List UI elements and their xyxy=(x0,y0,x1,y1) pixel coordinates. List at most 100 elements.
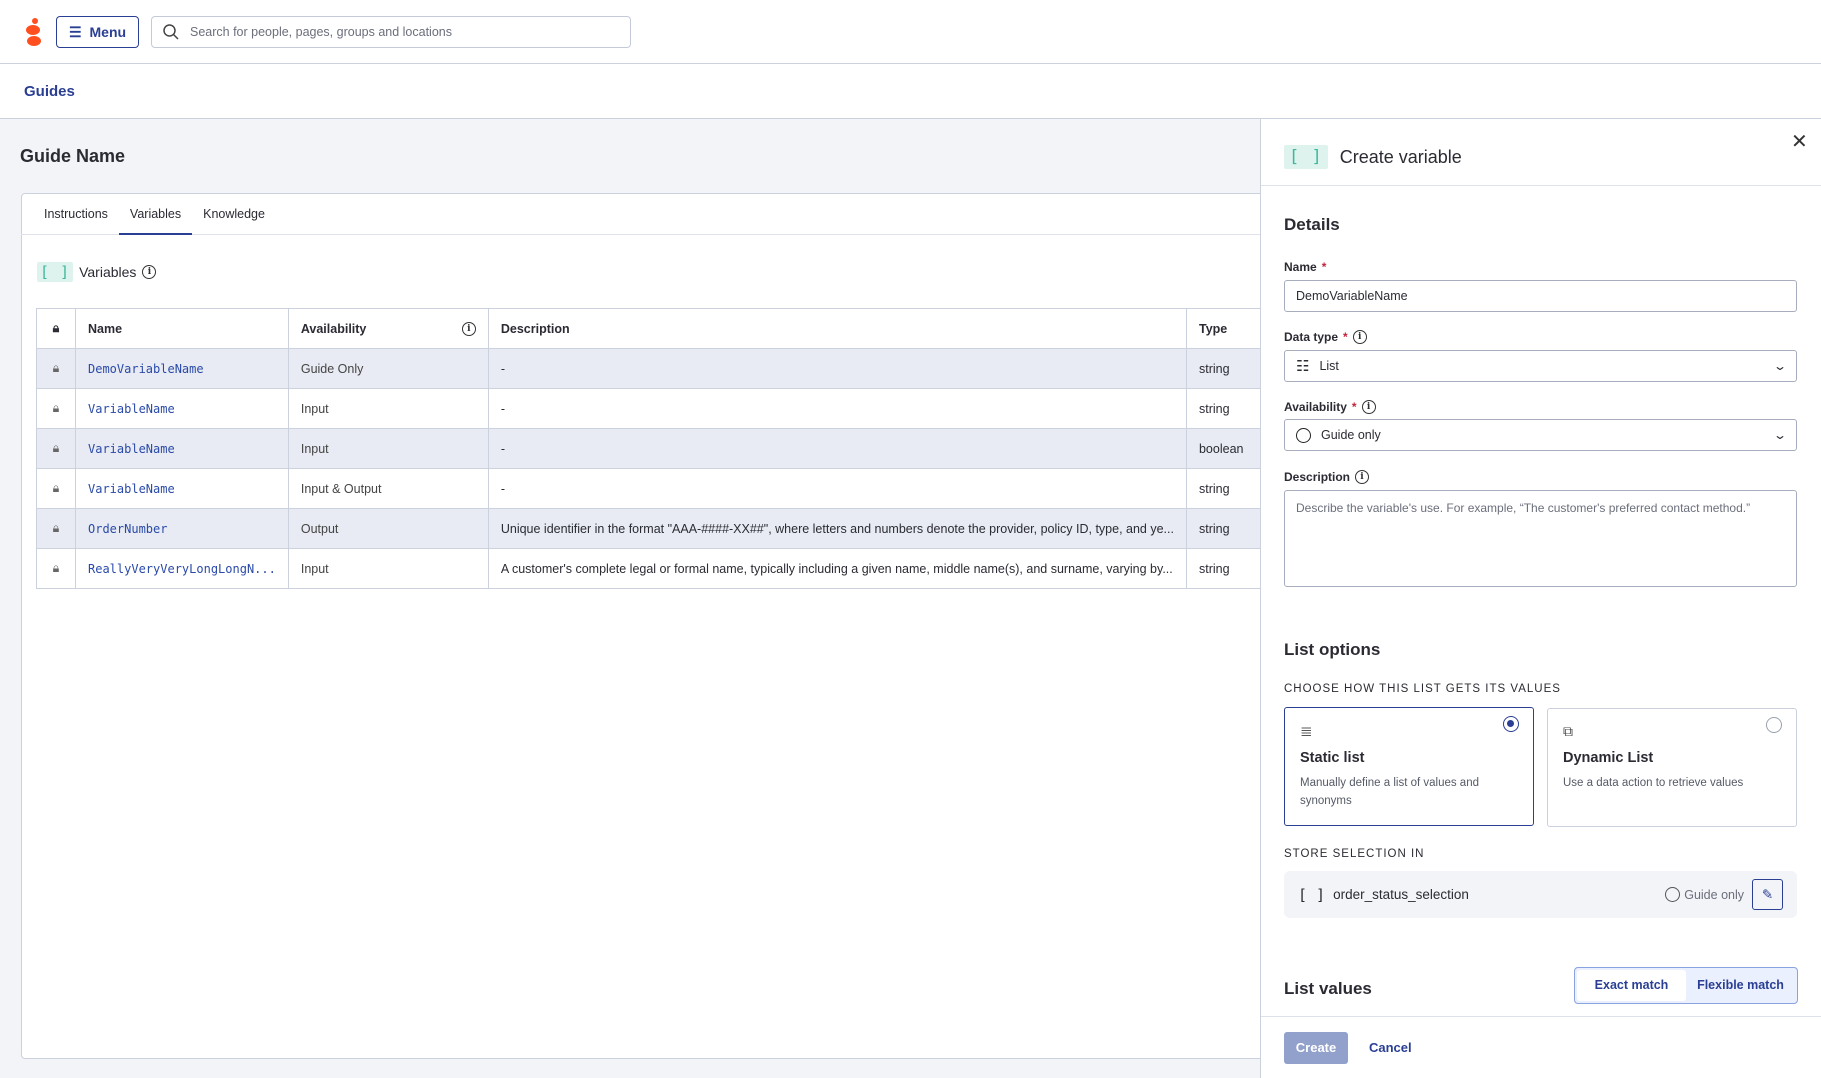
variable-name-link[interactable]: OrderNumber xyxy=(75,508,289,549)
description-cell: Unique identifier in the format "AAA-###… xyxy=(487,508,1187,549)
variables-heading: [ ] Variables i xyxy=(37,262,157,282)
description-label: Description i xyxy=(1284,470,1370,484)
create-variable-panel: [ ] Create variable ✕ Details Name * DemoV… xyxy=(1260,119,1821,1078)
lock-cell[interactable]: 🔒︎ xyxy=(36,348,76,389)
info-icon[interactable]: i xyxy=(1355,470,1370,484)
lock-icon: 🔒︎ xyxy=(52,521,60,535)
lock-cell[interactable]: 🔒︎ xyxy=(36,468,76,509)
description-cell: - xyxy=(487,348,1187,389)
panel-footer: Create Cancel xyxy=(1261,1016,1821,1078)
store-availability: Guide only xyxy=(1665,887,1744,902)
description-textarea[interactable]: Describe the variable's use. For example… xyxy=(1284,490,1797,587)
store-selection-label: STORE SELECTION IN xyxy=(1284,848,1425,860)
close-icon[interactable]: ✕ xyxy=(1791,131,1808,153)
variable-bracket-icon: [ ] xyxy=(1284,145,1328,169)
dynamic-list-radio[interactable] xyxy=(1766,717,1782,733)
hamburger-icon: ☰ xyxy=(68,23,82,40)
variable-name-link[interactable]: ReallyVeryVeryLongLongN... xyxy=(75,548,289,589)
dynamic-list-option[interactable]: ⧉ Dynamic List Use a data action to retr… xyxy=(1547,708,1797,827)
variable-name-link[interactable]: VariableName xyxy=(75,388,289,429)
availability-cell: Output xyxy=(287,508,489,549)
tab-instructions[interactable]: Instructions xyxy=(44,207,108,221)
lock-icon: 🔒︎ xyxy=(52,361,60,375)
match-toggle[interactable]: Exact match Flexible match xyxy=(1574,967,1798,1004)
variable-name-link[interactable]: VariableName xyxy=(75,468,289,509)
availability-label: Availability * i xyxy=(1284,400,1376,414)
circle-icon xyxy=(1665,887,1681,902)
table-row[interactable]: 🔒︎ VariableName Input - string xyxy=(36,388,1277,429)
tab-variables[interactable]: Variables xyxy=(118,193,193,235)
create-button[interactable]: Create xyxy=(1284,1032,1348,1064)
lock-cell[interactable]: 🔒︎ xyxy=(36,508,76,549)
table-row[interactable]: 🔒︎ OrderNumber Output Unique identifier … xyxy=(36,508,1277,549)
lock-icon: 🔒︎ xyxy=(52,561,60,575)
list-values-heading: List values xyxy=(1284,979,1372,998)
genesys-logo-icon xyxy=(26,18,41,46)
lock-icon: 🔒︎ xyxy=(52,481,60,495)
description-cell: - xyxy=(487,428,1187,469)
table-header-row: 🔒︎ Name Availability i Description Type xyxy=(36,308,1277,349)
search-input[interactable]: Search for people, pages, groups and loc… xyxy=(151,16,631,48)
chevron-down-icon: ⌄ xyxy=(1772,359,1788,373)
availability-select[interactable]: Guide only ⌄ xyxy=(1284,419,1797,451)
tab-knowledge[interactable]: Knowledge xyxy=(203,207,265,221)
column-header-name[interactable]: Name xyxy=(75,308,289,349)
data-type-select[interactable]: ☷ List ⌄ xyxy=(1284,350,1797,382)
lock-cell[interactable]: 🔒︎ xyxy=(36,428,76,469)
name-input[interactable]: DemoVariableName xyxy=(1284,280,1797,312)
variable-name-link[interactable]: DemoVariableName xyxy=(75,348,289,389)
variable-name-link[interactable]: VariableName xyxy=(75,428,289,469)
required-marker: * xyxy=(1351,400,1357,414)
variable-bracket-icon: [ ] xyxy=(37,262,74,282)
tab-bar: Instructions Variables Knowledge xyxy=(21,193,1261,235)
breadcrumb-guides[interactable]: Guides xyxy=(24,83,75,100)
availability-cell: Guide Only xyxy=(287,348,489,389)
table-row[interactable]: 🔒︎ VariableName Input & Output - string xyxy=(36,468,1277,509)
column-header-description[interactable]: Description xyxy=(487,308,1187,349)
description-cell: - xyxy=(487,388,1187,429)
table-row[interactable]: 🔒︎ DemoVariableName Guide Only - string xyxy=(36,348,1277,389)
info-icon[interactable]: i xyxy=(142,265,157,279)
lock-icon: 🔒︎ xyxy=(52,321,60,335)
availability-cell: Input xyxy=(287,428,489,469)
top-bar: ☰ Menu Search for people, pages, groups a… xyxy=(0,0,1821,64)
lock-cell[interactable]: 🔒︎ xyxy=(36,388,76,429)
list-lines-icon: ≣ xyxy=(1300,723,1313,740)
static-list-option[interactable]: ≣ Static list Manually define a list of … xyxy=(1284,707,1534,826)
lock-cell[interactable]: 🔒︎ xyxy=(36,548,76,589)
flexible-match-option[interactable]: Flexible match xyxy=(1697,978,1784,992)
availability-cell: Input xyxy=(287,548,489,589)
data-action-icon: ⧉ xyxy=(1563,723,1573,739)
column-header-availability[interactable]: Availability i xyxy=(287,308,489,349)
menu-button[interactable]: ☰ Menu xyxy=(56,16,139,48)
panel-header xyxy=(1261,119,1821,186)
details-heading: Details xyxy=(1284,215,1340,234)
cancel-button[interactable]: Cancel xyxy=(1369,1040,1412,1055)
breadcrumb-bar xyxy=(0,64,1821,119)
availability-cell: Input & Output xyxy=(287,468,489,509)
lock-icon: 🔒︎ xyxy=(52,441,60,455)
chevron-down-icon: ⌄ xyxy=(1772,428,1788,442)
search-icon xyxy=(163,24,179,40)
circle-icon xyxy=(1296,427,1311,443)
info-icon[interactable]: i xyxy=(1352,330,1367,344)
table-row[interactable]: 🔒︎ ReallyVeryVeryLongLongN... Input A cu… xyxy=(36,548,1277,589)
static-list-radio[interactable] xyxy=(1503,716,1519,732)
choose-values-label: CHOOSE HOW THIS LIST GETS ITS VALUES xyxy=(1284,683,1561,695)
exact-match-option[interactable]: Exact match xyxy=(1577,970,1686,1001)
variable-bracket-icon: [ ] xyxy=(1298,885,1326,904)
info-icon[interactable]: i xyxy=(461,321,476,336)
page-title: Guide Name xyxy=(20,146,126,166)
required-marker: * xyxy=(1321,260,1327,274)
required-marker: * xyxy=(1343,330,1348,344)
table-row[interactable]: 🔒︎ VariableName Input - boolean xyxy=(36,428,1277,469)
variables-table: 🔒︎ Name Availability i Description Type 🔒… xyxy=(36,308,1277,589)
edit-pencil-icon[interactable]: ✎ xyxy=(1752,879,1783,910)
list-icon: ☷ xyxy=(1296,358,1310,375)
list-options-heading: List options xyxy=(1284,640,1381,659)
description-cell: - xyxy=(487,468,1187,509)
info-icon[interactable]: i xyxy=(1361,400,1376,414)
description-cell: A customer's complete legal or formal na… xyxy=(487,548,1187,589)
availability-cell: Input xyxy=(287,388,489,429)
lock-column-header: 🔒︎ xyxy=(36,308,76,349)
